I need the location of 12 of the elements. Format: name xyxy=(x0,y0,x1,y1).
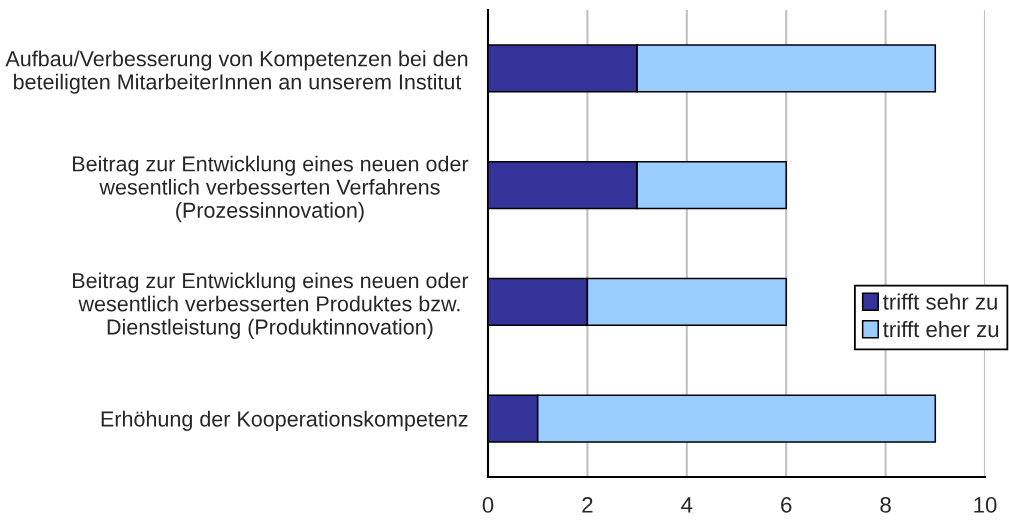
x-tick-label: 6 xyxy=(781,497,792,513)
x-tick-label: 8 xyxy=(880,497,891,513)
legend-label: trifft sehr zu xyxy=(882,293,997,310)
legend-label: trifft eher zu xyxy=(882,320,999,338)
y-tick-label: Beitrag zur Entwicklung eines neuen oder wesentlich verbesserten Verfahrens (Prozessinnovation) xyxy=(73,155,469,223)
y-tick-label: Aufbau/Verbesserung von Kompetenzen bei den beteiligten MitarbeiterInnen an unserem Institut xyxy=(5,50,468,94)
y-tick-label: Erhöhung der Kooperationskompetenz xyxy=(101,410,468,431)
x-tick-label: 2 xyxy=(582,497,593,513)
x-tick-label: 0 xyxy=(482,497,494,513)
x-tick-label: 4 xyxy=(681,497,693,513)
x-tick-label: 10 xyxy=(974,497,997,513)
y-tick-label: Beitrag zur Entwicklung eines neuen oder wesentlich verbesserten Produktes bzw. Dienstleistung (Produktinnovation) xyxy=(73,272,469,339)
